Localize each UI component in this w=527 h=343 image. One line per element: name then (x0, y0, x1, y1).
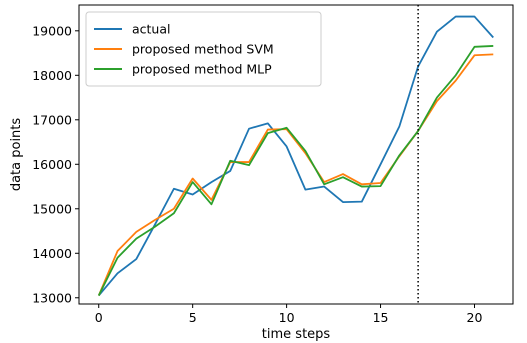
y-axis: 13000 14000 15000 16000 17000 18000 19000 (32, 23, 79, 305)
y-tick-label: 13000 (32, 290, 72, 305)
legend-label-1: proposed method SVM (132, 42, 274, 57)
y-tick-label: 19000 (32, 23, 72, 38)
x-axis: 0 5 10 15 20 (95, 304, 483, 325)
series-line-0 (98, 15, 494, 297)
x-tick-label: 20 (467, 310, 483, 325)
plot-frame (78, 4, 514, 305)
x-tick-label: 0 (95, 310, 103, 325)
y-tick-label: 17000 (32, 112, 72, 127)
y-axis-label: data points (9, 118, 24, 192)
legend-label-2: proposed method MLP (132, 62, 272, 77)
series-lines (97, 15, 494, 297)
legend-box (85, 11, 322, 87)
legend-label-0: actual (132, 22, 171, 37)
y-tick-label: 15000 (32, 201, 72, 216)
legend: actual proposed method SVM proposed method… (85, 11, 322, 87)
y-tick-label: 16000 (32, 157, 72, 172)
y-tick-label: 18000 (32, 68, 72, 83)
x-tick-label: 15 (373, 310, 389, 325)
series-line-1 (97, 53, 494, 296)
series-line-2 (97, 45, 494, 296)
x-tick-label: 10 (279, 310, 295, 325)
y-tick-label: 14000 (32, 246, 72, 261)
x-axis-label: time steps (262, 327, 331, 342)
x-tick-label: 5 (189, 310, 197, 325)
